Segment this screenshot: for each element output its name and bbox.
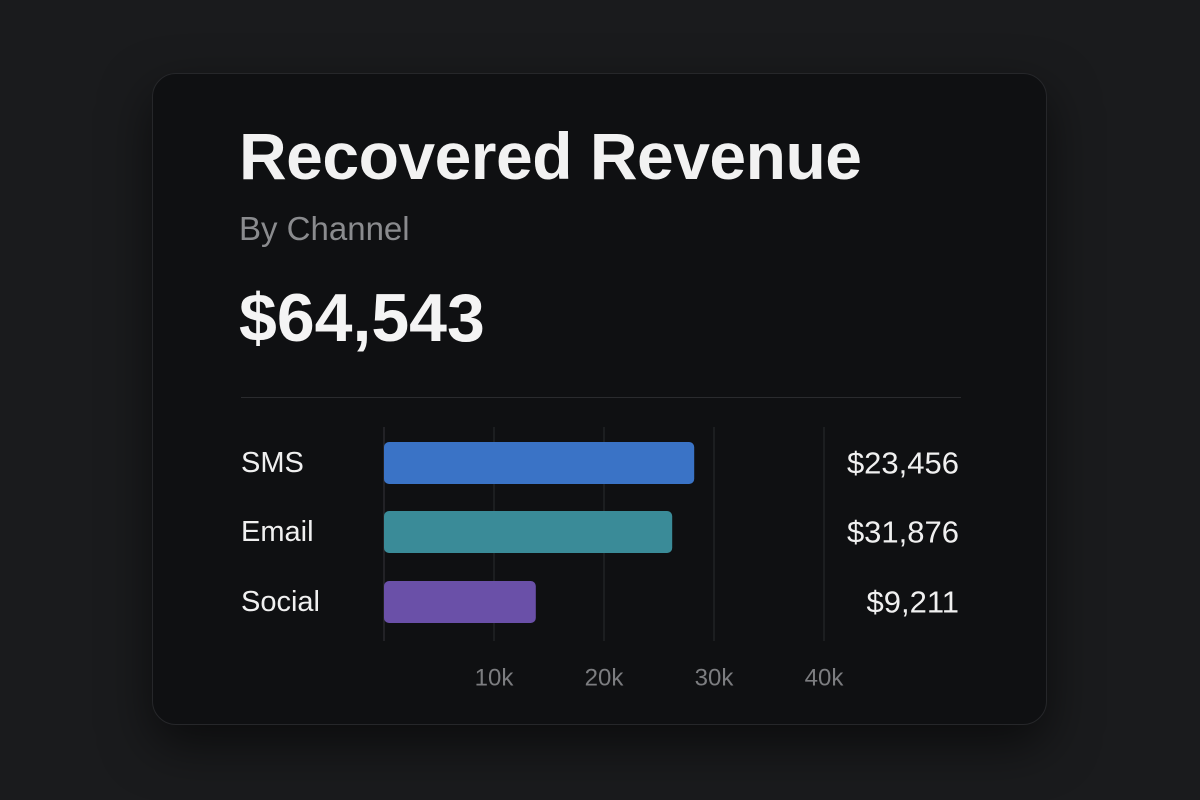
bar-value-label: $23,456 <box>847 446 959 481</box>
divider <box>241 397 961 398</box>
bar-email <box>384 511 673 553</box>
bar-social <box>384 581 536 623</box>
bar-value-label: $31,876 <box>847 515 959 550</box>
x-tick-label: 40k <box>805 665 845 692</box>
category-label: Email <box>241 516 314 548</box>
category-label: SMS <box>241 447 304 479</box>
revenue-card: Recovered Revenue By Channel $64,543 SMS… <box>152 73 1047 725</box>
bar-value-label: $9,211 <box>866 585 959 620</box>
bar-sms <box>384 442 695 484</box>
x-tick-label: 30k <box>695 665 735 692</box>
x-tick-label: 10k <box>475 665 515 692</box>
card-subtitle: By Channel <box>239 210 410 247</box>
category-label: Social <box>241 586 320 618</box>
total-revenue-value: $64,543 <box>239 280 485 356</box>
card-title: Recovered Revenue <box>239 119 862 193</box>
x-tick-label: 20k <box>585 665 625 692</box>
revenue-bar-chart: SMS $23,456 Email $31,876 Social $9,211 10k 20k… <box>241 427 959 692</box>
